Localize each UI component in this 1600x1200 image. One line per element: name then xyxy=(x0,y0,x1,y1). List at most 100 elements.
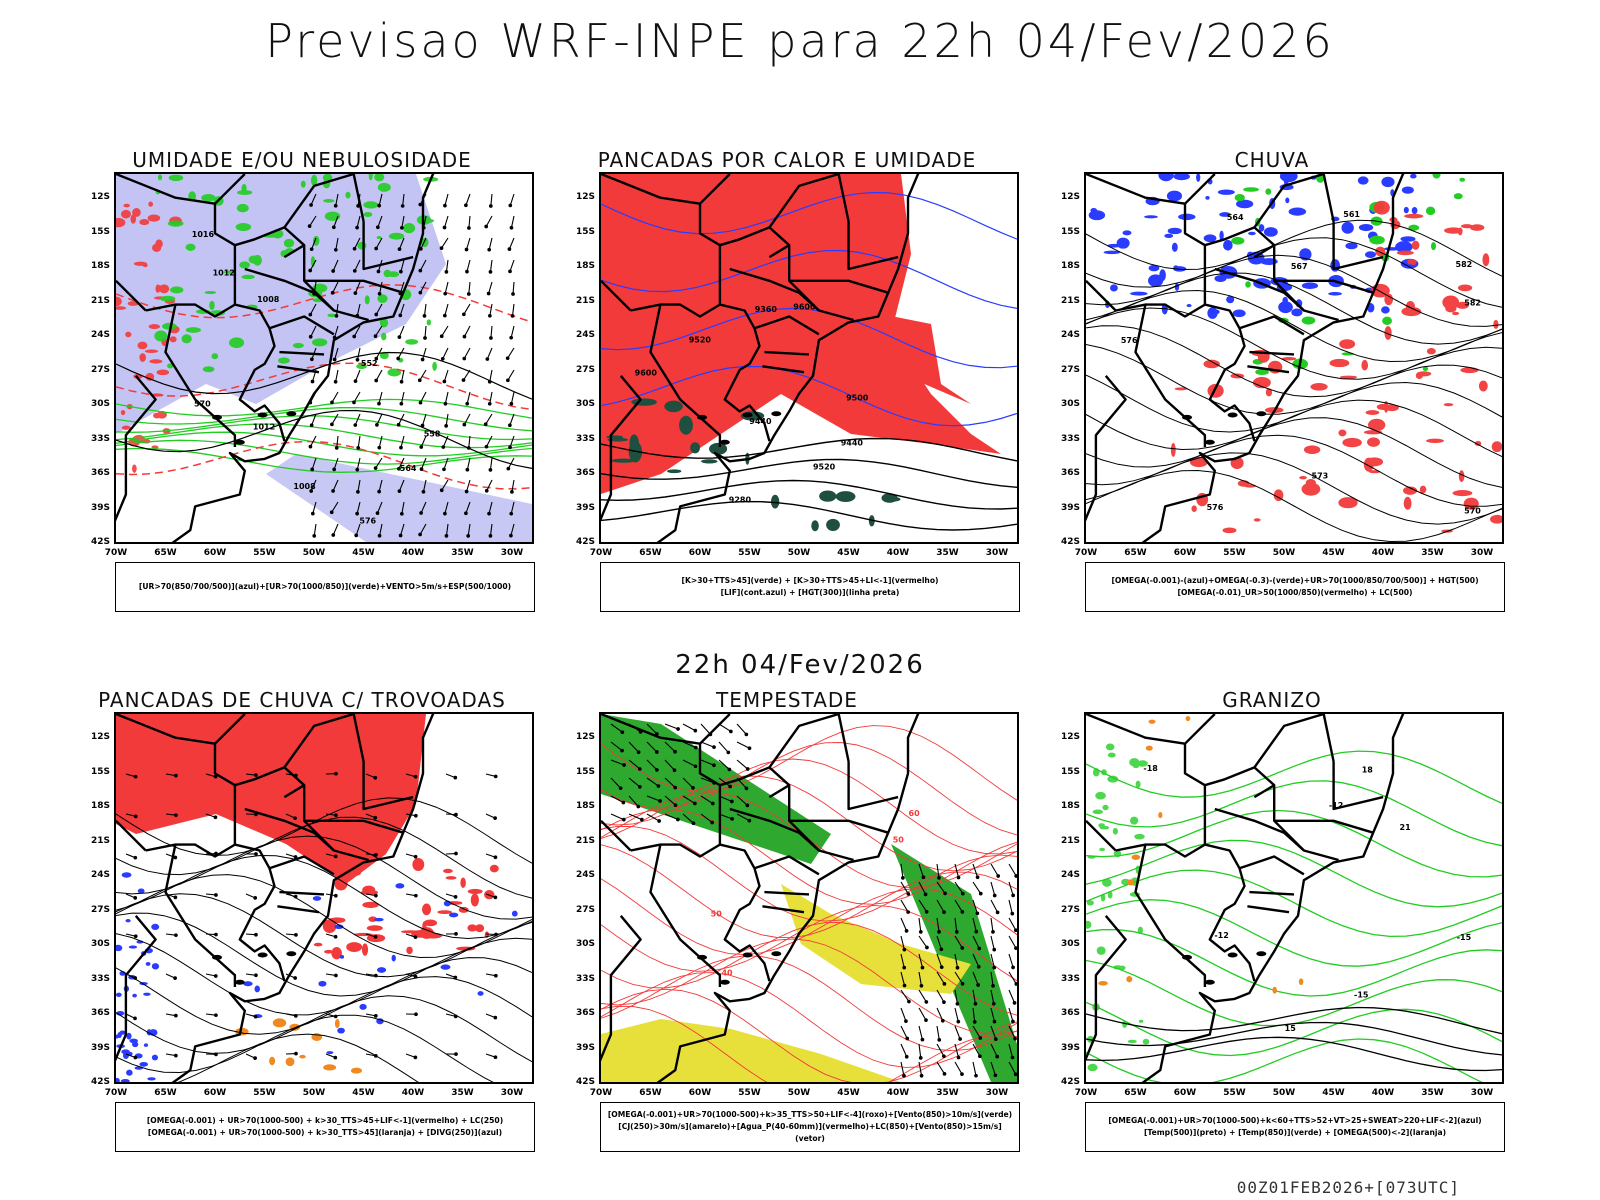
latitude-tick-label: 39S xyxy=(90,1042,110,1053)
latitude-tick-label: 24S xyxy=(90,330,110,340)
latitude-tick-label: 15S xyxy=(575,226,595,237)
panel-title: GRANIZO xyxy=(1222,688,1322,712)
contour-label: 9500 xyxy=(846,393,869,402)
map-canvas: 50 60 40 50 xyxy=(601,714,1017,1082)
longitude-tick-label: 65W xyxy=(154,548,177,558)
contour-label: -12 xyxy=(1214,931,1228,940)
weather-map: 582 576 570 576 573 567 561 564 582 xyxy=(1084,172,1504,544)
contour-label: 552 xyxy=(361,359,378,368)
longitude-tick-label: 70W xyxy=(589,1088,613,1098)
longitude-tick-label: 45W xyxy=(352,1088,375,1098)
longitude-tick-label: 35W xyxy=(451,1088,474,1098)
contour-label: 9440 xyxy=(841,438,864,447)
latitude-tick-label: 21S xyxy=(90,295,110,306)
panel-legend: [OMEGA(-0.001) + UR>70(1000-500) + k>30_… xyxy=(115,1102,535,1152)
longitude-tick-label: 70W xyxy=(1074,1088,1098,1098)
legend-line: [K>30+TTS>45](verde) + [K>30+TTS>45+LI<-… xyxy=(681,576,939,585)
longitude-tick-label: 70W xyxy=(589,548,613,558)
latitude-tick-label: 27S xyxy=(1060,904,1080,915)
latitude-tick-label: 33S xyxy=(90,973,110,984)
legend-line: [OMEGA(-0.001)+UR>70(1000-500)+k>35_TTS>… xyxy=(607,1110,1013,1119)
longitude-tick-label: 30W xyxy=(985,548,1009,558)
legend-line: [OMEGA(-0.001) + UR>70(1000-500) + k>30_… xyxy=(147,1128,503,1137)
longitude-tick-label: 40W xyxy=(886,1088,910,1098)
map-canvas: 1012 1008 1016 576 570 564 558 552 1008 1012 xyxy=(116,174,532,542)
longitude-tick-label: 50W xyxy=(1272,1088,1296,1098)
latitude-tick-label: 36S xyxy=(575,468,595,478)
contour-label: -15 xyxy=(1354,991,1369,1000)
contour-label: 582 xyxy=(1456,260,1473,269)
panel-title: UMIDADE E/OU NEBULOSIDADE xyxy=(132,148,472,172)
longitude-tick-label: 60W xyxy=(203,548,227,558)
latitude-tick-label: 39S xyxy=(90,502,110,513)
latitude-tick-label: 30S xyxy=(1060,399,1080,409)
latitude-tick-label: 39S xyxy=(1060,1042,1080,1053)
weather-map: -15 -12 -18 -15 -12 21 18 15 xyxy=(1084,712,1504,1084)
longitude-tick-label: 45W xyxy=(837,1088,860,1098)
map-canvas: -15 -12 -18 -15 -12 21 18 15 xyxy=(1086,714,1502,1082)
weather-map xyxy=(114,712,534,1084)
latitude-tick-label: 27S xyxy=(575,364,595,375)
longitude-tick-label: 65W xyxy=(154,1088,177,1098)
latitude-tick-label: 33S xyxy=(90,433,110,444)
panel-pancadas-trovoadas: PANCADAS DE CHUVA C/ TROVOADAS 12S 15S 18S 2… xyxy=(82,688,535,1188)
panel-chuva: CHUVA 12S 15S 18S 21S 24S 27S 30S 33S 36S 39S 42S 70… xyxy=(1052,148,1505,648)
latitude-tick-label: 21S xyxy=(90,835,110,846)
longitude-tick-label: 35W xyxy=(1421,1088,1444,1098)
longitude-tick-label: 50W xyxy=(787,1088,811,1098)
latitude-tick-label: 33S xyxy=(1060,433,1080,444)
panel-legend: [OMEGA(-0.001)-(azul)+OMEGA(-0.3)-(verde… xyxy=(1085,562,1505,612)
contour-label: 9280 xyxy=(729,496,752,505)
contour-label: 9360 xyxy=(755,305,778,314)
longitude-tick-label: 55W xyxy=(1223,1088,1246,1098)
latitude-tick-label: 12S xyxy=(575,732,595,742)
forecast-time-label: 22h 04/Fev/2026 xyxy=(675,650,925,680)
legend-line: [OMEGA(-0.001) + UR>70(1000-500) + k>30_… xyxy=(146,1116,504,1125)
longitude-tick-label: 60W xyxy=(688,1088,712,1098)
contour-label: -18 xyxy=(1143,764,1158,773)
latitude-tick-label: 42S xyxy=(1060,1077,1080,1087)
longitude-tick-label: 70W xyxy=(104,1088,128,1098)
contour-label: 1008 xyxy=(257,295,280,304)
contour-label: 1012 xyxy=(213,269,235,278)
latitude-tick-label: 15S xyxy=(1060,766,1080,777)
latitude-tick-label: 36S xyxy=(90,1008,110,1018)
longitude-tick-label: 55W xyxy=(253,1088,276,1098)
contour-label: -12 xyxy=(1329,801,1343,810)
contour-label: 9600 xyxy=(635,368,658,377)
contour-label: 60 xyxy=(909,809,921,818)
panel-umidade: UMIDADE E/OU NEBULOSIDADE 12S 15S 18S 21S 24S… xyxy=(82,148,535,648)
longitude-tick-label: 30W xyxy=(1470,1088,1494,1098)
longitude-tick-label: 55W xyxy=(1223,548,1246,558)
weather-map: 1012 1008 1016 576 570 564 558 552 1008 1012 xyxy=(114,172,534,544)
longitude-tick-label: 40W xyxy=(1371,548,1395,558)
longitude-tick-label: 40W xyxy=(401,548,425,558)
longitude-tick-label: 30W xyxy=(985,1088,1009,1098)
contour-label: 558 xyxy=(424,430,441,439)
latitude-tick-label: 12S xyxy=(1060,732,1080,742)
latitude-tick-label: 18S xyxy=(1060,261,1080,271)
longitude-tick-label: 45W xyxy=(837,548,860,558)
latitude-tick-label: 30S xyxy=(575,939,595,949)
longitude-tick-label: 50W xyxy=(787,548,811,558)
latitude-tick-label: 21S xyxy=(575,835,595,846)
contour-label: 9520 xyxy=(813,463,836,472)
latitude-tick-label: 33S xyxy=(1060,973,1080,984)
latitude-tick-label: 18S xyxy=(90,261,110,271)
latitude-tick-label: 24S xyxy=(90,870,110,880)
panel-legend: [OMEGA(-0.001)+UR>70(1000-500)+k<60+TTS>… xyxy=(1085,1102,1505,1152)
latitude-tick-label: 36S xyxy=(1060,468,1080,478)
map-canvas: 582 576 570 576 573 567 561 564 582 xyxy=(1086,174,1502,542)
longitude-tick-label: 40W xyxy=(1371,1088,1395,1098)
panel-title: TEMPESTADE xyxy=(716,688,858,712)
latitude-tick-label: 39S xyxy=(575,1042,595,1053)
contour-label: 570 xyxy=(194,400,211,409)
longitude-tick-label: 35W xyxy=(1421,548,1444,558)
contour-label: -15 xyxy=(1457,933,1472,942)
latitude-tick-label: 39S xyxy=(1060,502,1080,513)
page-title: Previsao WRF-INPE para 22h 04/Fev/2026 xyxy=(265,14,1335,68)
latitude-tick-label: 15S xyxy=(90,766,110,777)
panel-pancadas-calor: PANCADAS POR CALOR E UMIDADE 12S 15S 18S 21S… xyxy=(567,148,1020,648)
legend-line: [OMEGA(-0.01)_UR>50(1000/850)(vermelho) … xyxy=(1177,588,1413,597)
longitude-tick-label: 55W xyxy=(738,548,761,558)
